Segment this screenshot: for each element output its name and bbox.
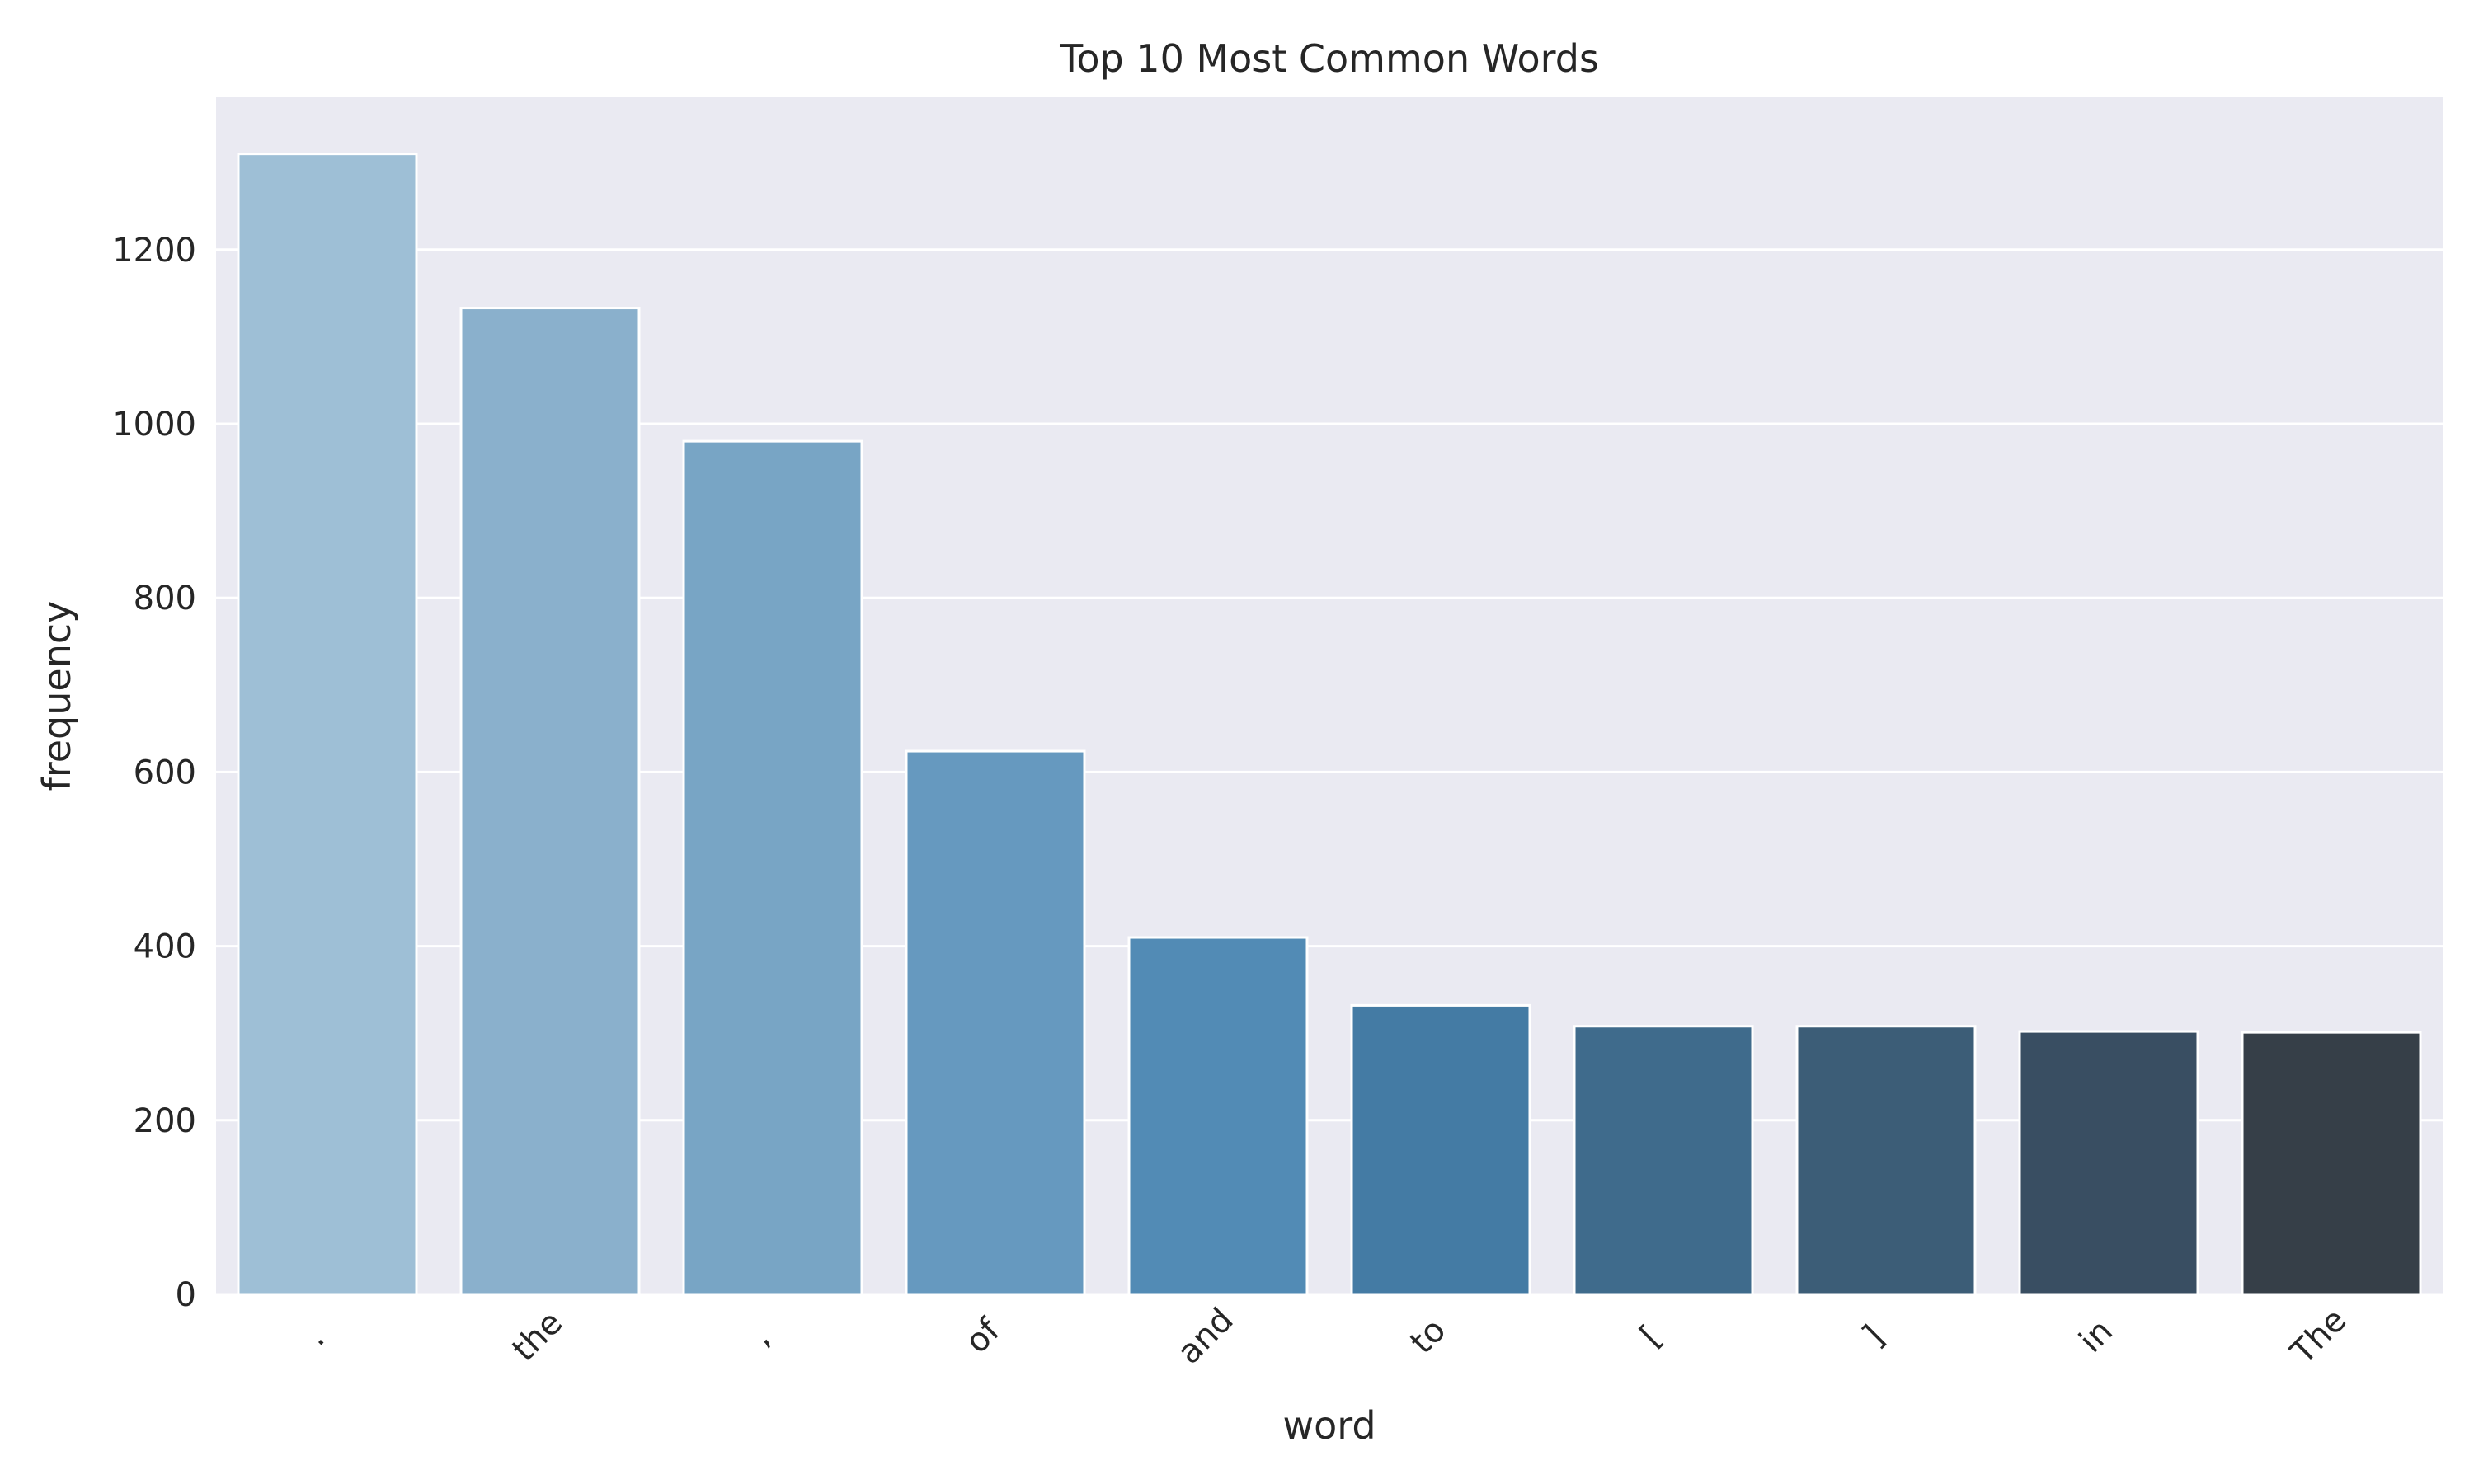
y-tick-label: 1200: [112, 232, 196, 270]
x-tick-label: [: [1633, 1318, 1669, 1355]
x-axis-ticks: . the, of and to [] in The: [298, 1301, 2354, 1372]
y-tick-label: 800: [134, 580, 196, 618]
y-axis-label: frequency: [35, 601, 79, 791]
bar: [2241, 1031, 2422, 1296]
bar: [2018, 1030, 2199, 1296]
y-axis-ticks: 0 200 400 600 800 1000 1200: [112, 232, 196, 1314]
y-tick-label: 600: [134, 754, 196, 791]
x-tick-label: The: [2284, 1301, 2354, 1372]
x-tick-label: to: [1403, 1311, 1453, 1361]
x-tick-label: in: [2072, 1313, 2120, 1360]
x-tick-label: .: [298, 1319, 332, 1354]
x-axis-label: word: [1282, 1403, 1376, 1448]
x-tick-label: ,: [743, 1319, 778, 1354]
x-tick-label: ]: [1856, 1318, 1892, 1355]
x-tick-label: of: [958, 1311, 1008, 1360]
bar: [1573, 1025, 1754, 1296]
x-tick-label: the: [505, 1303, 570, 1369]
y-tick-label: 0: [176, 1276, 196, 1314]
bar: [1350, 1003, 1531, 1296]
bar: [1127, 936, 1309, 1296]
y-tick-label: 200: [134, 1102, 196, 1140]
chart-title: Top 10 Most Common Words: [1059, 36, 1599, 81]
bar: [1795, 1025, 1977, 1296]
y-tick-label: 1000: [112, 406, 196, 444]
bar: [459, 307, 641, 1296]
y-tick-label: 400: [134, 928, 196, 966]
bars: [237, 153, 2422, 1296]
bar: [905, 749, 1086, 1296]
bar: [682, 439, 863, 1296]
bar: [237, 153, 418, 1296]
x-tick-label: and: [1170, 1301, 1241, 1372]
